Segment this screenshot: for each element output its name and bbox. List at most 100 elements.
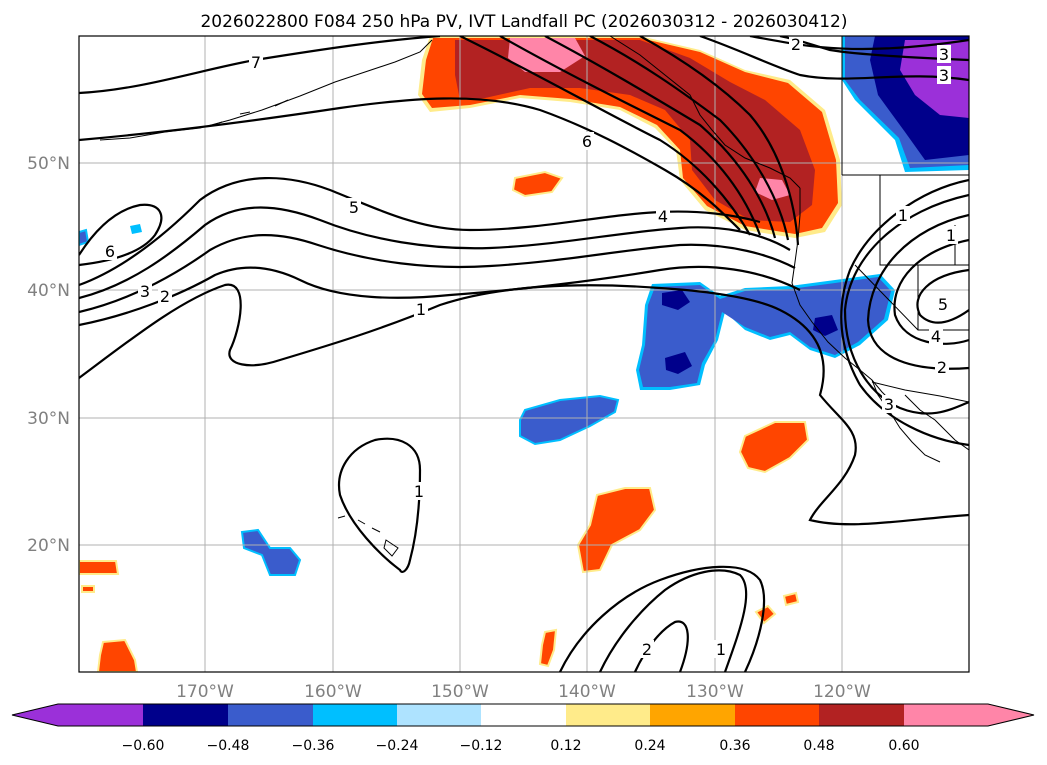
lon-label-130w: 130°W	[686, 682, 744, 702]
label-bg	[580, 132, 594, 150]
coast-british-columbia	[609, 36, 801, 189]
border-states	[854, 175, 969, 331]
contour-label-7: 7	[251, 53, 261, 72]
lat-label-20n: 20°N	[27, 536, 70, 556]
label-bg	[714, 640, 728, 658]
pv-contour-1-main	[79, 283, 969, 526]
pv-contour-4	[79, 206, 791, 300]
neg-region-california-dark-2	[665, 352, 692, 374]
label-bg	[249, 53, 263, 71]
colorbar-segment	[566, 704, 650, 726]
neg-region-california	[639, 277, 891, 387]
longitude-labels: 170°W 160°W 150°W 140°W 130°W 120°W	[176, 682, 871, 702]
pos-region-sw-baja	[738, 421, 810, 474]
pv-contour-high-3	[544, 36, 777, 239]
lat-label-40n: 40°N	[27, 281, 70, 301]
colorbar-segment	[397, 704, 481, 726]
colorbar-tick-label: 0.12	[550, 738, 581, 754]
pv-contour-high-6	[699, 36, 969, 82]
contour-label-4-ne: 3	[939, 45, 949, 64]
colorbar-tick-label: −0.12	[460, 738, 503, 754]
lat-label-30n: 30°N	[27, 409, 70, 429]
label-bg	[789, 36, 803, 53]
lat-label-50n: 50°N	[27, 154, 70, 174]
pos-region-west-2	[81, 585, 95, 593]
label-bg	[138, 282, 152, 300]
pos-region-coast-pink	[755, 178, 790, 200]
lon-label-120w: 120°W	[813, 682, 871, 702]
contour-label-2: 2	[160, 287, 170, 306]
colorbar-extend-right	[988, 704, 1034, 726]
contour-label-3-ne: 3	[939, 66, 949, 85]
neg-region-california-dark-1	[662, 290, 690, 310]
colorbar-tick-label: −0.24	[376, 738, 419, 754]
pv-contour-east-5	[916, 268, 969, 324]
pv-contour-2-south	[599, 569, 748, 672]
map-frame	[78, 35, 970, 673]
contour-label-1-south: 1	[716, 640, 726, 659]
contour-label-2-east: 3	[884, 395, 894, 414]
pos-region-small-2	[782, 591, 800, 607]
pv-contour-high-5	[639, 36, 800, 246]
pv-contour-east-2	[843, 193, 969, 415]
label-bg	[937, 66, 951, 84]
neg-region-west-small	[130, 224, 142, 234]
contour-label-1-east: 1	[898, 206, 908, 225]
contour-label-6: 6	[582, 132, 592, 151]
lon-label-170w: 170°W	[176, 682, 234, 702]
colorbar-segment	[650, 704, 735, 726]
contour-label-2-ne: 2	[791, 35, 801, 54]
map-panel: 7 6 5 4 3 2 1 6 3 2 1	[78, 35, 970, 673]
colorbar-tick-label: −0.60	[122, 738, 165, 754]
label-bg	[412, 482, 426, 500]
colorbar-tick-label: −0.36	[292, 738, 335, 754]
label-bg	[929, 327, 943, 345]
colorbar-tick-label: 0.24	[634, 738, 665, 754]
pv-contour-high-7	[749, 36, 969, 51]
contour-label-4-east: 4	[931, 327, 941, 346]
label-bg	[935, 358, 949, 376]
pv-contour-3	[79, 234, 796, 314]
label-bg	[937, 45, 951, 63]
pv-contour-1-south	[559, 565, 766, 672]
colorbar-segment	[481, 704, 566, 726]
pv-contour-2	[79, 265, 801, 327]
latitude-labels: 50°N 40°N 30°N 20°N	[27, 154, 70, 556]
pv-contours	[79, 36, 969, 672]
pos-region-west-3	[96, 638, 139, 672]
pv-contour-high-4	[589, 36, 790, 241]
contour-label-1-loop: 1	[414, 482, 424, 501]
lon-label-140w: 140°W	[558, 682, 616, 702]
label-bg	[936, 295, 950, 313]
contour-label-2-south: 2	[642, 640, 652, 659]
contour-label-6-west: 6	[105, 242, 115, 261]
contour-labels: 7 6 5 4 3 2 1 6 3 2 1	[103, 35, 958, 659]
shading-negative	[79, 36, 969, 576]
colorbar-segment	[313, 704, 397, 726]
label-bg	[347, 198, 361, 216]
contour-label-3: 3	[140, 282, 150, 301]
pos-region-west-1	[79, 560, 120, 575]
contour-label-5-east: 5	[938, 295, 948, 314]
colorbar-tick-label: −0.48	[207, 738, 250, 754]
pv-contour-6-loop	[79, 203, 163, 267]
label-bg	[896, 206, 910, 224]
pos-region-mid-pacific	[511, 170, 564, 198]
contour-label-1-ne: 1	[946, 226, 956, 245]
border-us-mexico	[871, 381, 969, 403]
colorbar-segment	[58, 704, 143, 726]
pv-contour-1-loop	[337, 437, 422, 574]
lon-label-160w: 160°W	[304, 682, 362, 702]
colorbar-tick-label: 0.60	[888, 738, 919, 754]
colorbar-outline	[11, 703, 1035, 727]
lon-label-150w: 150°W	[431, 682, 489, 702]
map-title: 2026022800 F084 250 hPa PV, IVT Landfall…	[200, 12, 847, 32]
label-bg	[640, 640, 654, 658]
contour-label-3-east: 2	[937, 358, 947, 377]
label-bg	[414, 300, 428, 318]
colorbar-segment	[904, 704, 988, 726]
neg-region-hawaii	[240, 528, 302, 576]
label-bg	[158, 287, 172, 305]
colorbar-segment	[228, 704, 313, 726]
contour-label-4: 4	[658, 207, 668, 226]
